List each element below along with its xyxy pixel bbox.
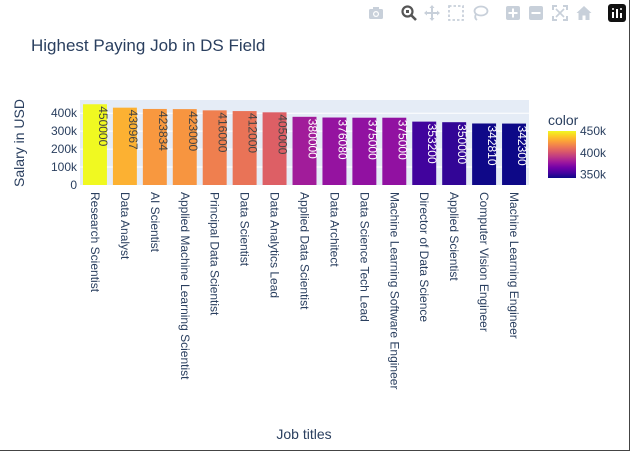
bar-data-label: 423834 (156, 111, 170, 151)
bar-data-label: 350000 (455, 124, 469, 164)
x-tick-label: Data Architect (327, 192, 341, 267)
bar (352, 117, 377, 185)
x-axis-title: Job titles (276, 426, 331, 442)
reset-axes-icon[interactable] (575, 4, 593, 22)
zoom-in-icon[interactable] (504, 4, 522, 22)
bar-data-label: 375000 (365, 120, 379, 160)
bar-data-label: 412000 (246, 113, 260, 153)
x-tick-label: Applied Data Scientist (298, 192, 312, 310)
x-tick-label: Computer Vision Engineer (477, 192, 491, 332)
x-tick-label: Machine Learning Engineer (507, 192, 521, 339)
bar (232, 111, 257, 185)
bar (172, 109, 197, 185)
zoom-icon[interactable] (400, 4, 418, 22)
x-tick-label: Applied Scientist (447, 192, 461, 281)
bar (202, 110, 227, 185)
bar (502, 123, 527, 185)
colorbar-tick-label: 350k (580, 168, 607, 182)
x-tick-label: Data Analyst (118, 192, 132, 260)
bar-data-label: 376080 (335, 120, 349, 160)
colorbar-title: color (548, 112, 579, 128)
bar-data-label: 430967 (126, 110, 140, 150)
camera-icon[interactable] (367, 4, 385, 22)
x-tick-label: Principal Data Scientist (208, 192, 222, 316)
y-tick-label: 200k (51, 142, 78, 156)
bar (262, 112, 287, 185)
y-tick-label: 0 (70, 178, 77, 192)
colorbar-tick-label: 400k (580, 146, 607, 160)
bar (292, 116, 317, 185)
bar (82, 104, 107, 185)
box-select-icon[interactable] (447, 4, 465, 22)
y-axis-title: Salary in USD (11, 99, 27, 187)
bar-data-label: 423000 (186, 111, 200, 151)
y-tick-label: 300k (51, 124, 78, 138)
colorbar (548, 131, 576, 178)
x-tick-label: Research Scientist (88, 192, 102, 293)
x-tick-label: Data Science Tech Lead (357, 192, 371, 322)
plotly-logo-icon[interactable] (608, 4, 626, 22)
x-tick-label: Data Scientist (238, 192, 252, 267)
bar-data-label: 342810 (485, 125, 499, 165)
modebar (365, 4, 627, 24)
chart-title: Highest Paying Job in DS Field (31, 36, 266, 55)
bar-data-label: 375000 (395, 120, 409, 160)
bar (382, 117, 407, 185)
pan-icon[interactable] (423, 4, 441, 22)
bar (322, 117, 347, 185)
y-tick-label: 100k (51, 160, 78, 174)
bar (112, 107, 137, 185)
x-tick-label: AI Scientist (148, 192, 162, 253)
bar-data-label: 353200 (425, 124, 439, 164)
bar-data-label: 416000 (216, 112, 230, 152)
bar (442, 122, 467, 185)
bar (472, 123, 497, 185)
bar (412, 121, 437, 185)
bar (142, 108, 167, 185)
x-tick-label: Machine Learning Software Engineer (387, 192, 401, 389)
x-tick-label: Data Analytics Lead (268, 192, 282, 298)
x-tick-label: Applied Machine Learning Scientist (178, 192, 192, 380)
y-tick-label: 400k (51, 106, 78, 120)
bar-data-label: 405000 (276, 114, 290, 154)
x-tick-label: Director of Data Science (417, 192, 431, 322)
zoom-out-icon[interactable] (527, 4, 545, 22)
bar-data-label: 380000 (306, 119, 320, 159)
lasso-select-icon[interactable] (471, 4, 489, 22)
autoscale-icon[interactable] (551, 4, 569, 22)
colorbar-tick-label: 450k (580, 124, 607, 138)
bar-data-label: 450000 (96, 106, 110, 146)
bar-data-label: 342300 (515, 126, 529, 166)
